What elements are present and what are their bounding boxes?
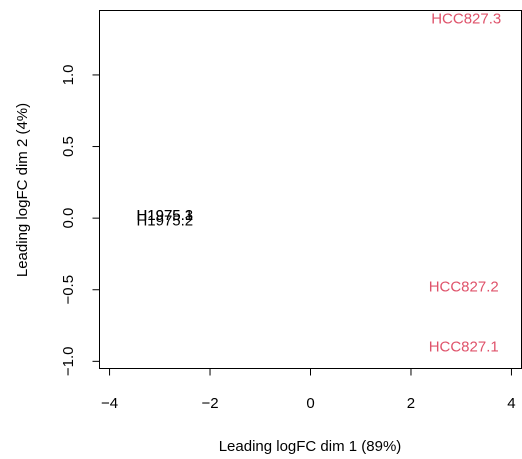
x-tick-label: 0	[306, 395, 314, 412]
x-axis-title: Leading logFC dim 1 (89%)	[219, 438, 402, 455]
x-axis-ticks: −4 −2 0 2 4	[101, 368, 516, 412]
point-label: H1975.1	[136, 207, 193, 224]
y-tick-label: 0.5	[60, 136, 77, 157]
y-tick-label: −1.0	[60, 347, 77, 377]
point-label: H1975.3	[136, 207, 193, 224]
x-tick-label: −4	[101, 395, 118, 412]
point-label: HCC827.2	[429, 278, 499, 295]
point-label: HCC827.3	[431, 11, 501, 28]
point-label: HCC827.1	[429, 339, 499, 356]
y-tick-label: 0.0	[60, 208, 77, 229]
y-axis-title: Leading logFC dim 2 (4%)	[14, 103, 31, 277]
y-tick-label: −0.5	[60, 275, 77, 305]
y-axis-ticks: −1.0 −0.5 0.0 0.5 1.0	[60, 65, 100, 377]
plot-area-frame	[99, 10, 522, 369]
y-tick-label: 1.0	[60, 65, 77, 86]
x-tick-label: 4	[507, 395, 515, 412]
x-tick-label: 2	[407, 395, 415, 412]
x-tick-label: −2	[201, 395, 218, 412]
point-label: H1975.2	[136, 213, 193, 230]
